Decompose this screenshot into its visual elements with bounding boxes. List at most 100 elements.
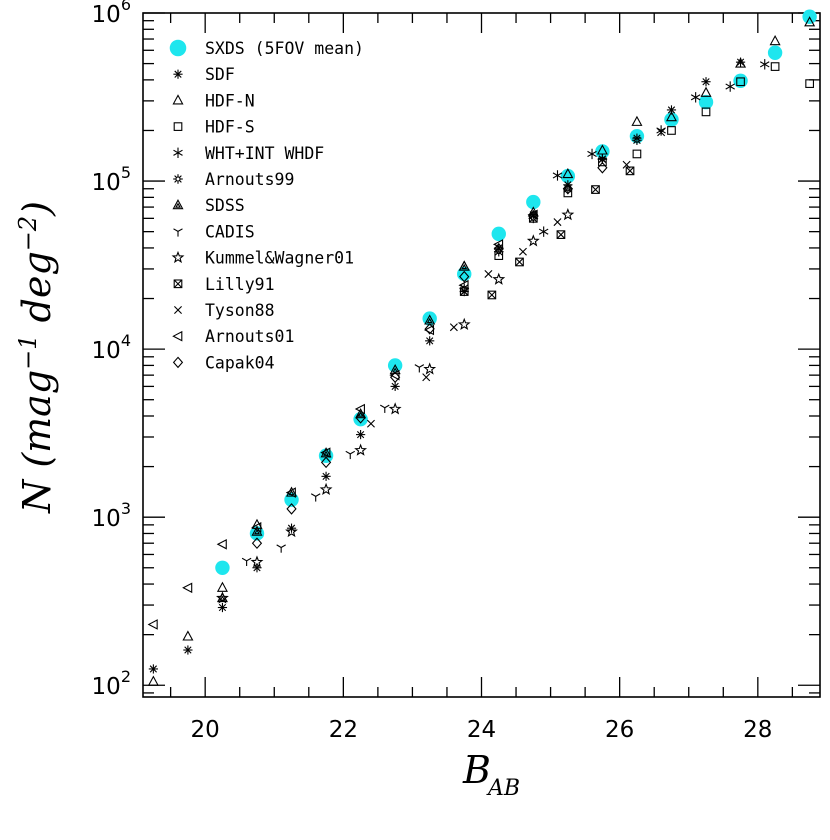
point-hdf-s — [598, 157, 607, 167]
legend-label: Capak04 — [205, 353, 275, 372]
legend: SXDS (5FOV mean) SDF HDF-N HDF-S WHT+INT WHD… — [169, 39, 364, 372]
point-sxds-5fov-mean- — [353, 411, 368, 427]
point-wht-int-whdf — [656, 125, 666, 136]
point-wht-int-whdf — [587, 148, 597, 160]
point-cadis — [345, 450, 356, 460]
point-capak04 — [459, 270, 470, 283]
legend-marker — [173, 69, 183, 79]
legend-label: SDSS — [205, 196, 245, 215]
point-arnouts99 — [632, 135, 642, 146]
point-sdf — [425, 336, 435, 346]
point-sxds-5fov-mean- — [491, 226, 506, 242]
point-hdf-s — [494, 251, 504, 260]
legend-marker — [173, 228, 183, 237]
point-hdf-n — [700, 86, 712, 97]
legend-marker — [173, 174, 183, 184]
legend-marker — [172, 330, 183, 342]
point-arnouts01 — [147, 619, 158, 630]
data-marks — [147, 9, 817, 686]
point-cadis — [380, 404, 390, 413]
point-capak04 — [597, 161, 608, 174]
point-arnouts01 — [354, 403, 365, 415]
point-cadis — [241, 557, 252, 567]
x-tick-label: 24 — [467, 717, 496, 743]
axis-labels: BAB N (mag−1 deg−2) — [14, 201, 520, 801]
x-tick-label: 22 — [329, 717, 358, 743]
point-tyson88 — [518, 247, 527, 256]
point-capak04 — [320, 456, 332, 469]
point-arnouts01 — [251, 522, 262, 533]
point-kummel-wagner01 — [216, 591, 229, 604]
point-arnouts99 — [597, 154, 608, 164]
legend-marker — [171, 250, 185, 264]
point-wht-int-whdf — [552, 170, 563, 181]
y-tick-label: 106 — [92, 0, 131, 28]
legend-label: Arnouts01 — [205, 327, 294, 346]
legend-marker — [172, 356, 184, 369]
point-wht-int-whdf — [759, 59, 770, 70]
legend-label: SDF — [205, 65, 235, 84]
point-hdf-n — [216, 581, 228, 592]
axes: 20 22 24 26 28 102 103 104 105 106 — [92, 0, 821, 743]
legend-label: Arnouts99 — [205, 170, 294, 189]
point-tyson88 — [449, 323, 458, 332]
point-arnouts01 — [285, 487, 296, 498]
point-arnouts01 — [320, 447, 331, 458]
legend-label: HDF-N — [205, 91, 255, 110]
point-arnouts01 — [182, 582, 193, 594]
point-hdf-n — [631, 115, 643, 126]
point-hdf-s — [805, 79, 814, 88]
y-tick-label: 102 — [92, 667, 131, 700]
point-kummel-wagner01 — [423, 362, 437, 375]
point-hdf-n — [562, 167, 574, 179]
point-tyson88 — [553, 218, 562, 227]
point-hdf-n — [735, 57, 747, 68]
point-sxds-5fov-mean- — [560, 168, 576, 184]
point-arnouts01 — [458, 279, 469, 291]
point-kummel-wagner01 — [250, 555, 264, 568]
point-hdf-n — [769, 34, 781, 46]
point-hdf-s — [563, 188, 573, 198]
point-sdss — [458, 260, 470, 271]
legend-label: Kummel&Wagner01 — [205, 249, 354, 268]
point-kummel-wagner01 — [285, 524, 298, 538]
legend-label: WHT+INT WHDF — [205, 144, 324, 163]
point-sxds-5fov-mean- — [215, 560, 230, 575]
legend-label: HDF-S — [205, 118, 255, 137]
y-tick-label: 103 — [92, 499, 131, 532]
point-tyson88 — [366, 419, 375, 428]
point-sdf — [390, 381, 400, 392]
legend-label: SXDS (5FOV mean) — [205, 39, 364, 58]
point-lilly91 — [556, 230, 566, 239]
y-tick-label: 104 — [92, 331, 131, 364]
point-sxds-5fov-mean- — [698, 94, 714, 110]
point-kummel-wagner01 — [354, 443, 368, 456]
point-kummel-wagner01 — [457, 317, 471, 331]
point-arnouts01 — [216, 538, 227, 550]
point-lilly91 — [625, 166, 635, 176]
point-capak04 — [286, 503, 297, 515]
point-hdf-n — [147, 675, 159, 686]
point-kummel-wagner01 — [526, 234, 540, 247]
y-axis-label: N (mag−1 deg−2) — [14, 201, 59, 514]
point-kummel-wagner01 — [561, 208, 575, 221]
point-capak04 — [390, 371, 401, 384]
point-sxds-5fov-mean- — [526, 194, 541, 210]
point-cadis — [414, 364, 425, 373]
point-tyson88 — [484, 269, 493, 278]
point-capak04 — [251, 537, 263, 550]
x-tick-label: 28 — [743, 717, 772, 743]
point-sxds-5fov-mean- — [595, 144, 610, 159]
point-hdf-s — [770, 62, 780, 71]
point-hdf-n — [182, 630, 194, 641]
legend-label: CADIS — [205, 222, 255, 241]
point-hdf-n — [665, 111, 677, 122]
point-kummel-wagner01 — [388, 402, 402, 415]
point-capak04 — [528, 210, 539, 222]
legend-marker — [173, 122, 183, 131]
point-lilly91 — [487, 290, 497, 300]
point-sdf — [701, 77, 711, 87]
point-hdf-s — [632, 149, 642, 159]
x-axis-label: B — [462, 748, 491, 792]
point-sdf — [148, 664, 158, 674]
